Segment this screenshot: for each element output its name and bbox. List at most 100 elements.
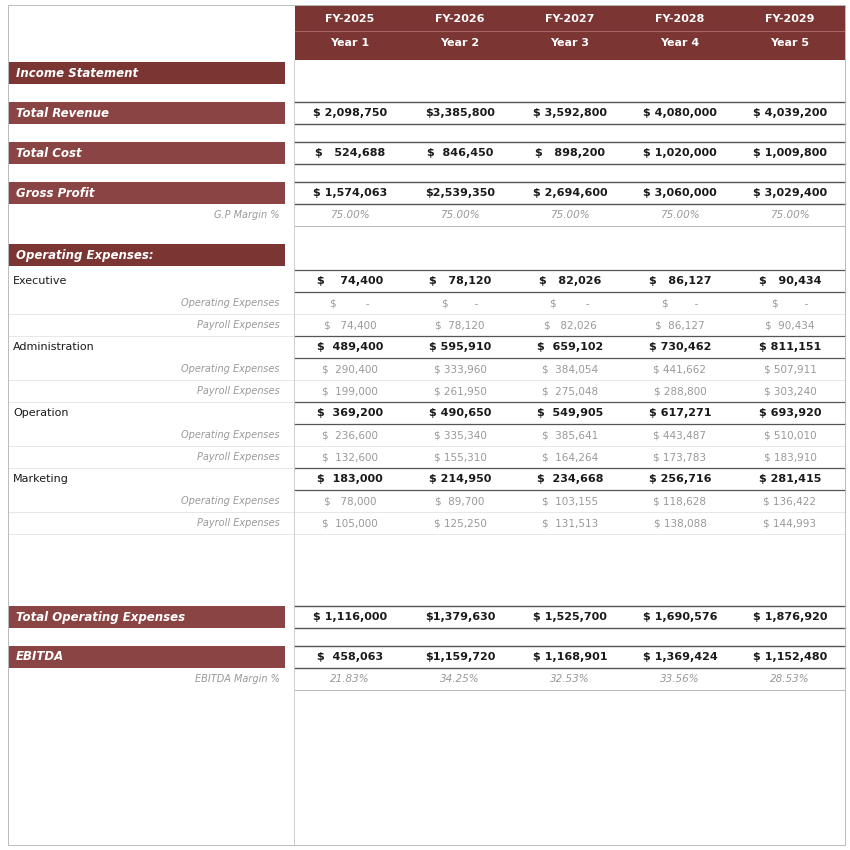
Text: Administration: Administration [13,342,94,352]
Text: $ 2,098,750: $ 2,098,750 [313,108,387,118]
Text: $ 1,168,901: $ 1,168,901 [533,652,607,662]
Text: $   524,688: $ 524,688 [314,148,385,158]
Text: $ 1,690,576: $ 1,690,576 [643,612,717,622]
Text: $ 118,628: $ 118,628 [654,496,706,506]
Text: $ 811,151: $ 811,151 [759,342,821,352]
Text: Payroll Expenses: Payroll Expenses [197,452,280,462]
Text: 75.00%: 75.00% [330,210,370,220]
Text: $        -: $ - [442,298,479,308]
Text: $ 730,462: $ 730,462 [649,342,711,352]
Text: $  103,155: $ 103,155 [542,496,598,506]
Text: $   78,120: $ 78,120 [429,276,491,286]
Text: $  275,048: $ 275,048 [542,386,598,396]
Text: $ 4,080,000: $ 4,080,000 [643,108,717,118]
Text: $ 1,020,000: $ 1,020,000 [643,148,717,158]
Text: G.P Margin %: G.P Margin % [214,210,280,220]
Text: Operating Expenses: Operating Expenses [182,298,280,308]
Text: $        -: $ - [772,298,808,308]
Text: $   90,434: $ 90,434 [759,276,821,286]
Text: Operation: Operation [13,408,69,418]
Text: $ 1,116,000: $ 1,116,000 [313,612,387,622]
Text: FY-2026: FY-2026 [435,14,484,24]
Text: $  199,000: $ 199,000 [322,386,378,396]
Text: $  659,102: $ 659,102 [537,342,604,352]
Text: $  549,905: $ 549,905 [537,408,604,418]
Text: $   78,000: $ 78,000 [324,496,377,506]
Text: $   82,026: $ 82,026 [544,320,597,330]
Text: $  489,400: $ 489,400 [317,342,383,352]
Text: $ 138,088: $ 138,088 [654,518,706,528]
Text: Executive: Executive [13,276,67,286]
Text: $ 2,694,600: $ 2,694,600 [533,188,607,198]
Text: $  458,063: $ 458,063 [317,652,383,662]
Text: $ 3,029,400: $ 3,029,400 [753,188,827,198]
Text: FY-2025: FY-2025 [326,14,375,24]
Text: $  846,450: $ 846,450 [427,148,493,158]
Text: Year 5: Year 5 [770,38,809,48]
Text: FY-2028: FY-2028 [655,14,705,24]
Text: $ 303,240: $ 303,240 [763,386,816,396]
Text: Marketing: Marketing [13,474,69,484]
Text: Payroll Expenses: Payroll Expenses [197,386,280,396]
Bar [295,5,845,60]
Text: $         -: $ - [330,298,370,308]
Text: Operating Expenses: Operating Expenses [182,496,280,506]
Text: $ 136,422: $ 136,422 [763,496,817,506]
Text: Operating Expenses: Operating Expenses [182,430,280,440]
Text: $  132,600: $ 132,600 [322,452,378,462]
Text: $ 173,783: $ 173,783 [654,452,706,462]
Text: Payroll Expenses: Payroll Expenses [197,518,280,528]
Bar [8,606,285,628]
Text: $ 288,800: $ 288,800 [654,386,706,396]
Text: $    74,400: $ 74,400 [317,276,383,286]
Text: $ 617,271: $ 617,271 [649,408,711,418]
Text: $ 443,487: $ 443,487 [654,430,706,440]
Text: $ 3,592,800: $ 3,592,800 [533,108,607,118]
Text: $ 1,574,063: $ 1,574,063 [313,188,387,198]
Text: $  290,400: $ 290,400 [322,364,378,374]
Text: 28.53%: 28.53% [770,674,810,684]
Text: Income Statement: Income Statement [16,66,138,80]
Text: $ 1,525,700: $ 1,525,700 [533,612,607,622]
Text: $ 507,911: $ 507,911 [763,364,817,374]
Text: $ 1,369,424: $ 1,369,424 [643,652,717,662]
Text: 75.00%: 75.00% [440,210,479,220]
Text: $         -: $ - [550,298,590,308]
Text: $   74,400: $ 74,400 [324,320,377,330]
Text: 75.00%: 75.00% [550,210,590,220]
Bar [8,102,285,124]
Text: $ 1,876,920: $ 1,876,920 [753,612,827,622]
Text: Year 1: Year 1 [331,38,370,48]
Text: $ 281,415: $ 281,415 [759,474,821,484]
Text: $ 1,009,800: $ 1,009,800 [753,148,827,158]
Text: Gross Profit: Gross Profit [16,186,94,200]
Text: Payroll Expenses: Payroll Expenses [197,320,280,330]
Text: Operating Expenses:: Operating Expenses: [16,248,154,262]
Text: $        -: $ - [662,298,698,308]
Text: $3,385,800: $3,385,800 [425,108,495,118]
Text: $1,379,630: $1,379,630 [425,612,496,622]
Text: $ 335,340: $ 335,340 [434,430,486,440]
Text: Total Revenue: Total Revenue [16,106,109,120]
Text: $ 3,060,000: $ 3,060,000 [643,188,717,198]
Text: $  385,641: $ 385,641 [541,430,598,440]
Text: FY-2027: FY-2027 [546,14,595,24]
Text: $   82,026: $ 82,026 [539,276,601,286]
Text: $ 125,250: $ 125,250 [434,518,486,528]
Text: $  105,000: $ 105,000 [322,518,378,528]
Text: $2,539,350: $2,539,350 [425,188,495,198]
Text: EBITDA Margin %: EBITDA Margin % [196,674,280,684]
Text: 33.56%: 33.56% [660,674,700,684]
Bar [8,646,285,668]
Text: Total Operating Expenses: Total Operating Expenses [16,610,185,624]
Text: $  384,054: $ 384,054 [542,364,598,374]
Text: $ 4,039,200: $ 4,039,200 [753,108,827,118]
Bar [8,62,285,84]
Text: EBITDA: EBITDA [16,650,65,664]
Text: $  86,127: $ 86,127 [655,320,705,330]
Text: 75.00%: 75.00% [770,210,810,220]
Text: $  131,513: $ 131,513 [541,518,598,528]
Text: 34.25%: 34.25% [440,674,479,684]
Text: $  234,668: $ 234,668 [536,474,604,484]
Text: $ 490,650: $ 490,650 [428,408,491,418]
